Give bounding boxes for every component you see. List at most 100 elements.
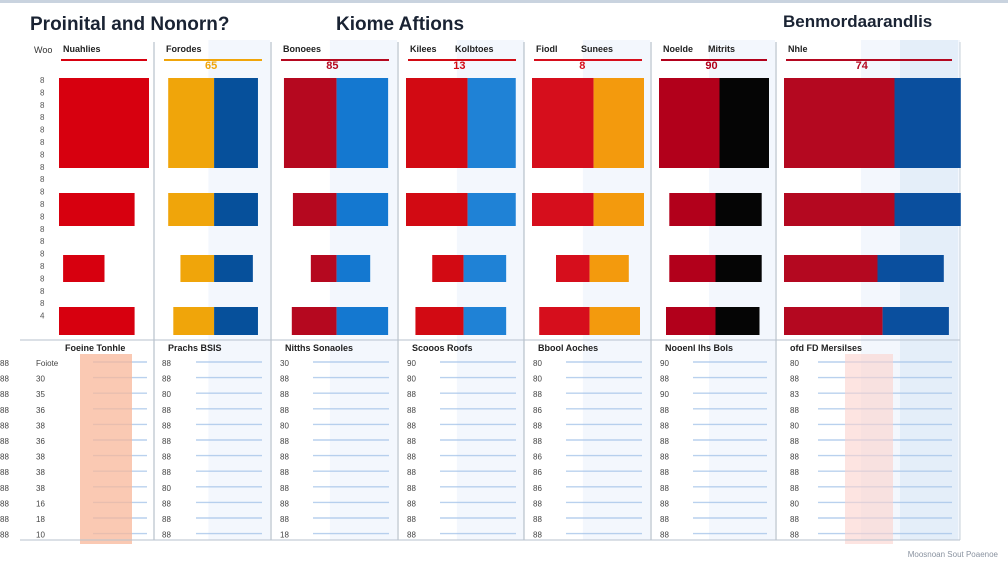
table-cell: 88: [0, 531, 9, 540]
chart-title-middle: Kiome Aftions: [336, 14, 465, 35]
table-cell: 80: [790, 421, 799, 430]
panel-header-label: Fiodl: [536, 44, 558, 54]
table-cell: 88: [0, 437, 9, 446]
bar-primary: [180, 255, 215, 282]
table-cell: 88: [162, 515, 171, 524]
panel-header-label: Forodes: [166, 44, 202, 54]
table-header-label: Nooenl lhs Bols: [665, 343, 733, 353]
table-cell: 88: [0, 390, 9, 399]
table-cell: 88: [790, 468, 799, 477]
table-cell: 88: [280, 499, 289, 508]
bar-secondary: [336, 255, 371, 282]
bar-primary: [532, 78, 594, 168]
bar-primary: [784, 193, 895, 226]
table-cell: 80: [407, 375, 416, 384]
table-cell: 88: [407, 468, 416, 477]
table-cell: 86: [533, 453, 542, 462]
bar-primary: [784, 307, 883, 335]
y-tick-label: 4: [40, 312, 45, 321]
table-cell: 88: [660, 515, 669, 524]
panel-value-label: 8: [579, 60, 585, 72]
table-cell: 88: [407, 453, 416, 462]
table-cell: 88: [407, 421, 416, 430]
table-cell: 88: [533, 531, 542, 540]
table-cell: 88: [533, 390, 542, 399]
bar-primary: [63, 255, 105, 282]
table-cell: 83: [790, 390, 799, 399]
table-cell: 38: [36, 468, 45, 477]
bar-secondary: [214, 78, 258, 168]
table-cell: 88: [790, 484, 799, 493]
table-header-label: Foeine Tonhle: [65, 343, 125, 353]
table-cell: 88: [407, 406, 416, 415]
y-tick-label: 8: [40, 113, 45, 122]
table-cell: 88: [0, 468, 9, 477]
table-cell: 88: [533, 421, 542, 430]
table-cell: 88: [280, 437, 289, 446]
table-cell: 88: [790, 375, 799, 384]
bar-secondary: [882, 307, 949, 335]
table-cell: 30: [280, 359, 289, 368]
table-cell: 88: [0, 359, 9, 368]
table-cell: 38: [36, 484, 45, 493]
top-divider: [0, 0, 1008, 3]
table-cell: 88: [533, 499, 542, 508]
table-cell: 88: [407, 390, 416, 399]
y-tick-label: 8: [40, 188, 45, 197]
y-tick-label: 8: [40, 274, 45, 283]
table-cell: 88: [0, 499, 9, 508]
bar-secondary: [336, 78, 389, 168]
table-cell: 86: [533, 406, 542, 415]
table-cell: 88: [660, 375, 669, 384]
panel-value-label: 74: [856, 60, 869, 72]
table-cell: 80: [790, 359, 799, 368]
table-cell: 88: [407, 484, 416, 493]
table-cell: 88: [0, 375, 9, 384]
panel-header-label: Sunees: [581, 44, 613, 54]
y-tick-label: 8: [40, 150, 45, 159]
table-cell: 88: [162, 421, 171, 430]
bar-secondary: [894, 78, 961, 168]
table-cell: 88: [280, 453, 289, 462]
table-cell: 88: [407, 515, 416, 524]
table-cell: 88: [162, 531, 171, 540]
bar-primary: [532, 193, 594, 226]
table-cell: Foiote: [36, 359, 59, 368]
table-cell: 88: [660, 468, 669, 477]
bar-primary: [310, 255, 337, 282]
bar-primary: [406, 78, 468, 168]
table-cell: 88: [162, 375, 171, 384]
bar-secondary: [463, 307, 507, 335]
y-tick-label: 8: [40, 200, 45, 209]
bar-primary: [669, 193, 716, 226]
table-cell: 88: [0, 484, 9, 493]
table-cell: 88: [790, 437, 799, 446]
table-cell: 88: [660, 453, 669, 462]
bar-secondary: [719, 78, 769, 168]
bar-primary: [283, 78, 337, 168]
table-cell: 88: [660, 484, 669, 493]
panel-value-label: 13: [453, 60, 465, 72]
table-cell: 88: [533, 515, 542, 524]
highlight-column-right: [845, 354, 893, 544]
bar-primary: [292, 193, 337, 226]
table-cell: 88: [162, 468, 171, 477]
y-tick-label: 8: [40, 212, 45, 221]
bar-secondary: [589, 307, 640, 335]
table-cell: 90: [660, 390, 669, 399]
y-tick-label: 8: [40, 237, 45, 246]
table-header-label: Nitths Sonaoles: [285, 343, 353, 353]
bar-secondary: [589, 255, 629, 282]
table-cell: 86: [533, 468, 542, 477]
y-tick-label: 8: [40, 126, 45, 135]
table-cell: 16: [36, 499, 45, 508]
bar-secondary: [715, 307, 760, 335]
y-tick-label: 8: [40, 163, 45, 172]
bar-secondary: [467, 193, 516, 226]
table-cell: 80: [162, 390, 171, 399]
chart-title-left: Proinital and Nonorn?: [30, 14, 230, 35]
table-cell: 18: [280, 531, 289, 540]
y-tick-label: 8: [40, 225, 45, 234]
bar-secondary: [715, 255, 762, 282]
